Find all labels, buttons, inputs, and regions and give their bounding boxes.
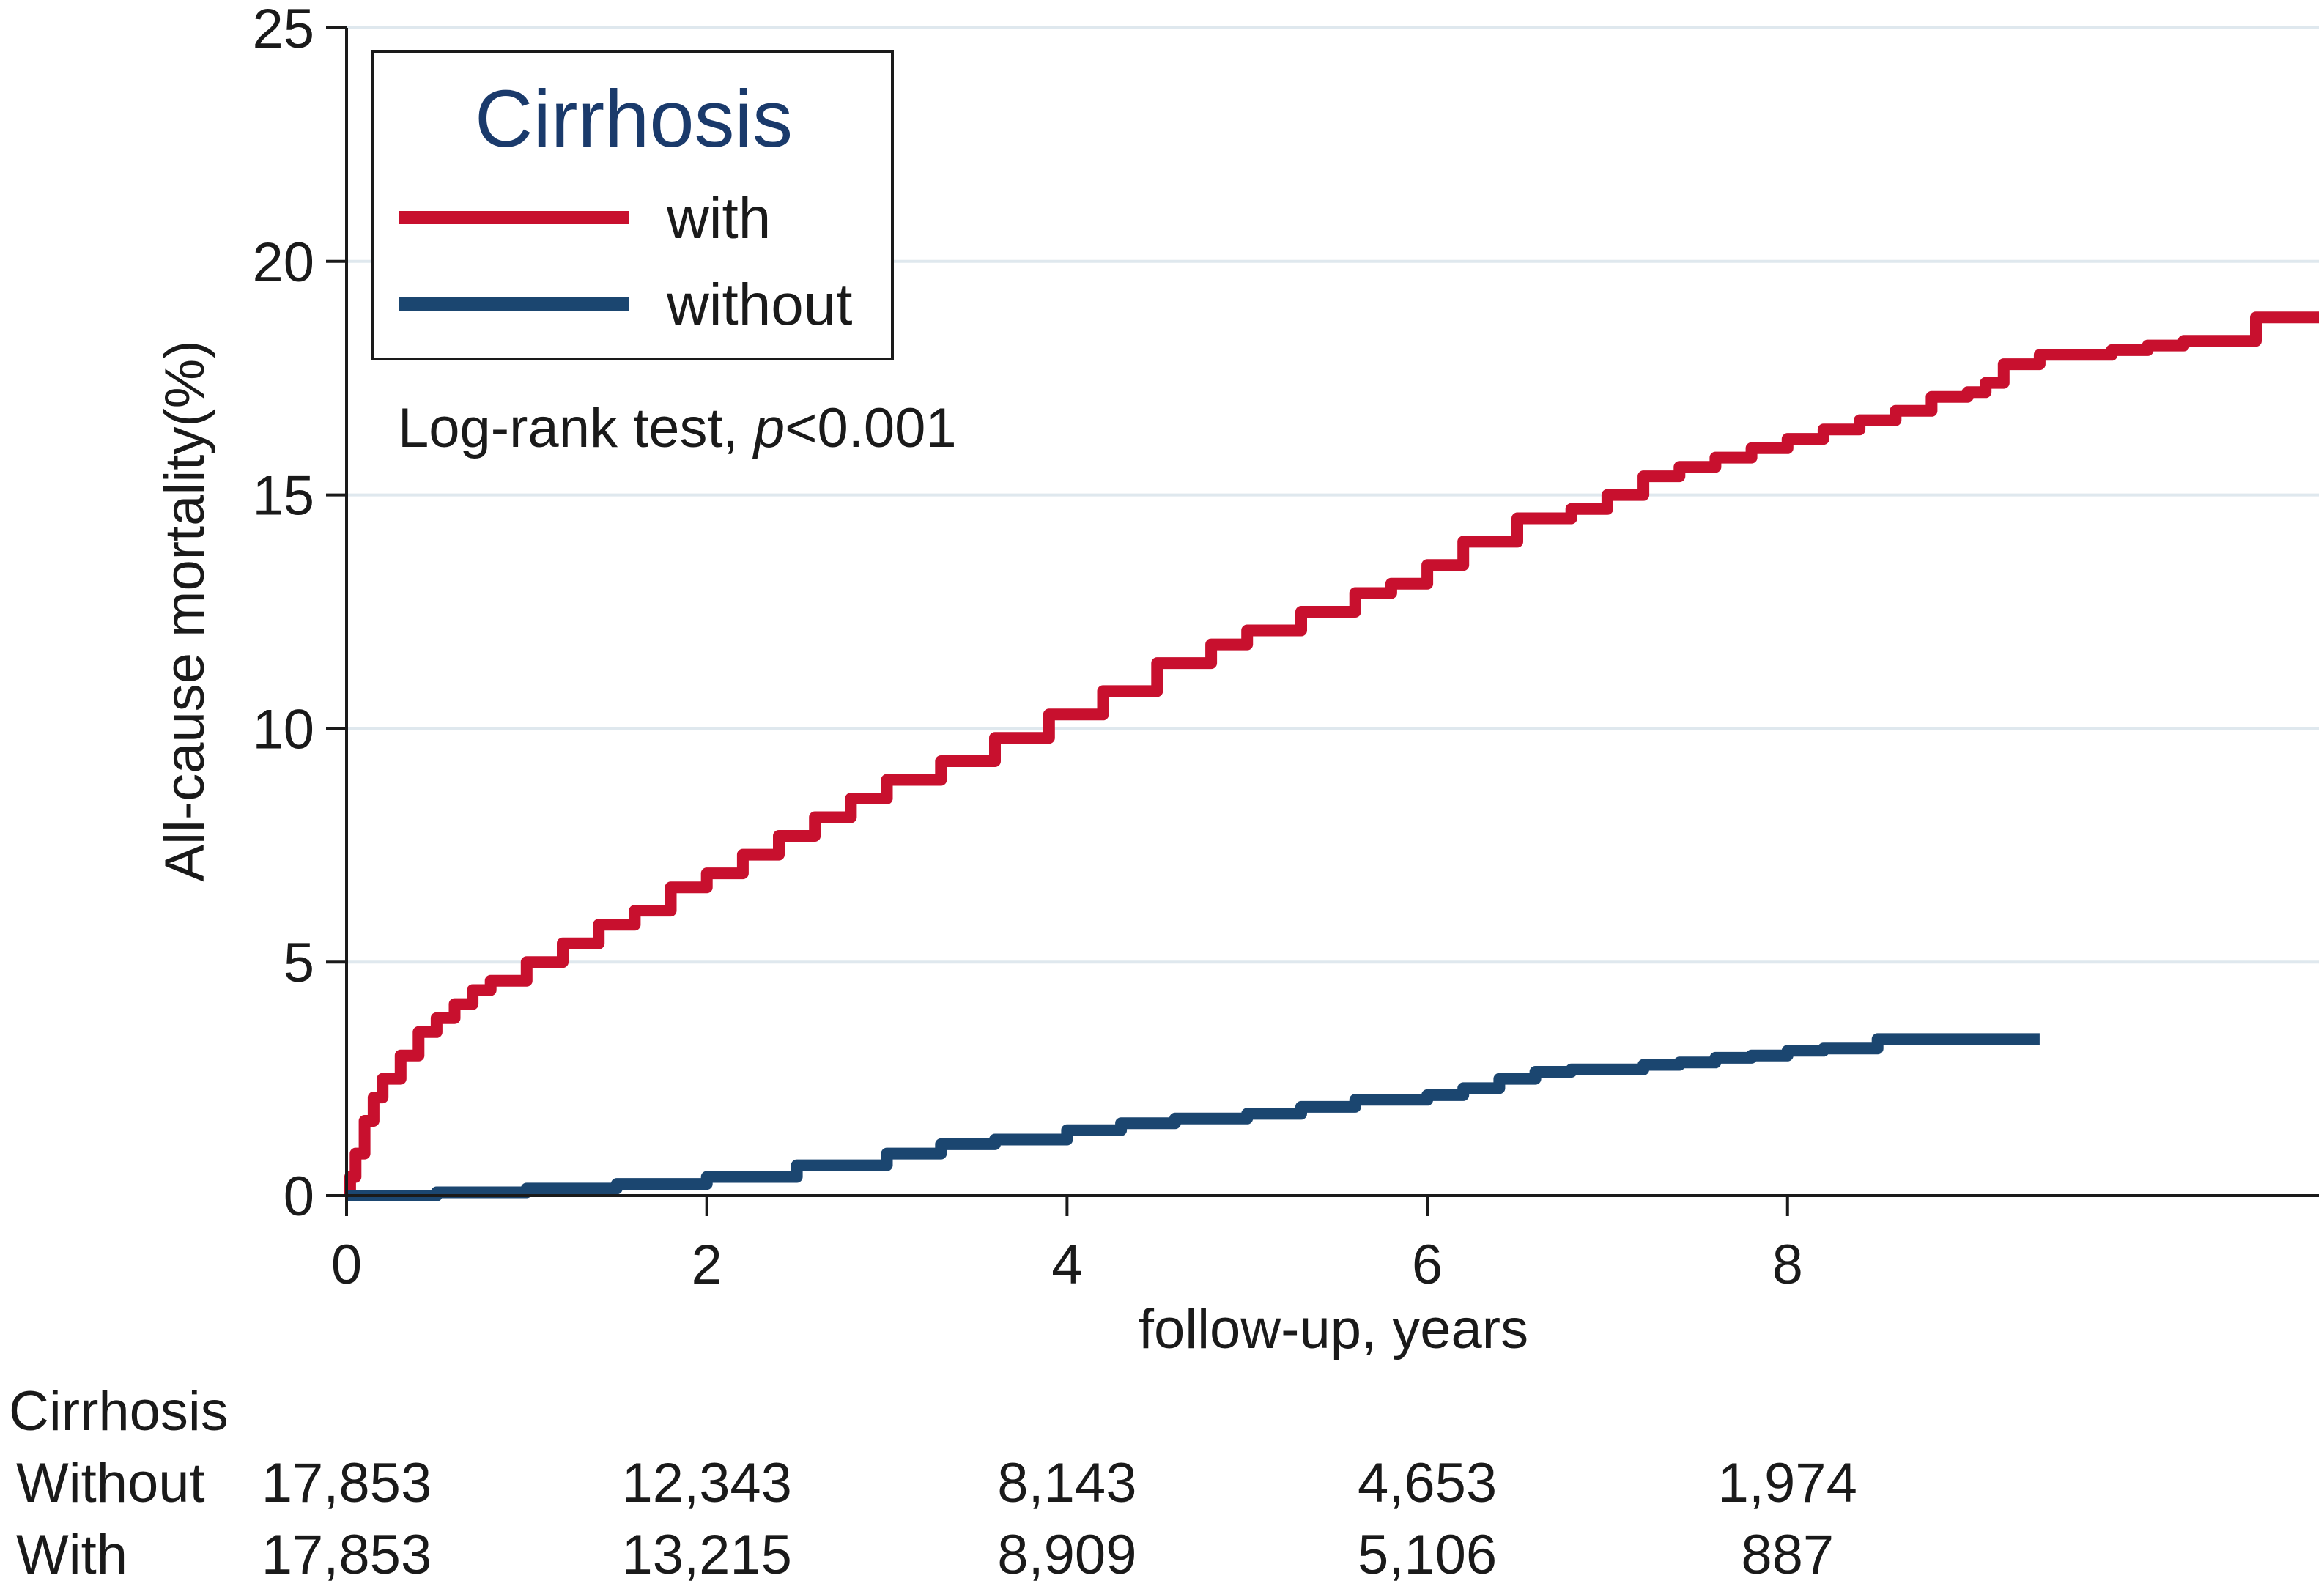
x-tick-label-4: 4 [1051, 1234, 1082, 1296]
y-axis-title: All-cause mortality(%) [154, 340, 216, 881]
series-line-with [344, 311, 2319, 1201]
x-axis-title: follow-up, years [1139, 1298, 1528, 1360]
legend-title: Cirrhosis [475, 74, 793, 164]
x-tick-label-6: 6 [1412, 1234, 1443, 1296]
y-tick-label-0: 0 [284, 1166, 314, 1228]
axes [326, 26, 2319, 1216]
logrank-value: <0.001 [785, 397, 957, 459]
risk-table-header: Cirrhosis [9, 1380, 229, 1442]
legend: Cirrhosis with without [371, 50, 894, 360]
risk-row-label-without: Without [16, 1452, 205, 1514]
risk-value-without-8: 1,974 [1718, 1452, 1857, 1514]
logrank-p: p [752, 397, 785, 459]
risk-row-label-with: With [16, 1524, 127, 1586]
risk-value-with-4: 8,909 [997, 1524, 1136, 1586]
risk-value-without-0: 17,853 [262, 1452, 432, 1514]
y-tick-label-25: 25 [252, 0, 314, 60]
legend-label-without: without [666, 272, 852, 337]
risk-value-without-2: 12,343 [621, 1452, 791, 1514]
x-tick-label-8: 8 [1772, 1234, 1803, 1296]
logrank-text: Log-rank test, [398, 397, 754, 459]
y-tick-label-20: 20 [252, 232, 314, 294]
series-lines [344, 311, 2319, 1201]
risk-value-with-8: 887 [1741, 1524, 1834, 1586]
y-tick-labels: 0 5 10 15 20 25 [252, 0, 314, 1228]
series-line-without [347, 1033, 2040, 1201]
y-tick-label-15: 15 [252, 465, 314, 527]
risk-values: 17,853 12,343 8,143 4,653 1,974 17,853 13,215 8… [262, 1452, 1857, 1586]
legend-label-with: with [666, 185, 771, 251]
risk-value-without-4: 8,143 [997, 1452, 1136, 1514]
risk-value-without-6: 4,653 [1358, 1452, 1497, 1514]
risk-value-with-2: 13,215 [621, 1524, 791, 1586]
risk-value-with-0: 17,853 [262, 1524, 432, 1586]
risk-value-with-6: 5,106 [1358, 1524, 1497, 1586]
x-tick-label-0: 0 [331, 1234, 362, 1296]
logrank-annotation: Log-rank test, p<0.001 [398, 397, 957, 459]
risk-table: Cirrhosis Without With 17,853 12,343 8,143… [9, 1380, 1857, 1586]
y-tick-label-10: 10 [252, 698, 314, 760]
y-tick-label-5: 5 [284, 932, 314, 994]
x-tick-label-2: 2 [692, 1234, 722, 1296]
x-tick-labels: 0 2 4 6 8 [331, 1234, 1803, 1296]
